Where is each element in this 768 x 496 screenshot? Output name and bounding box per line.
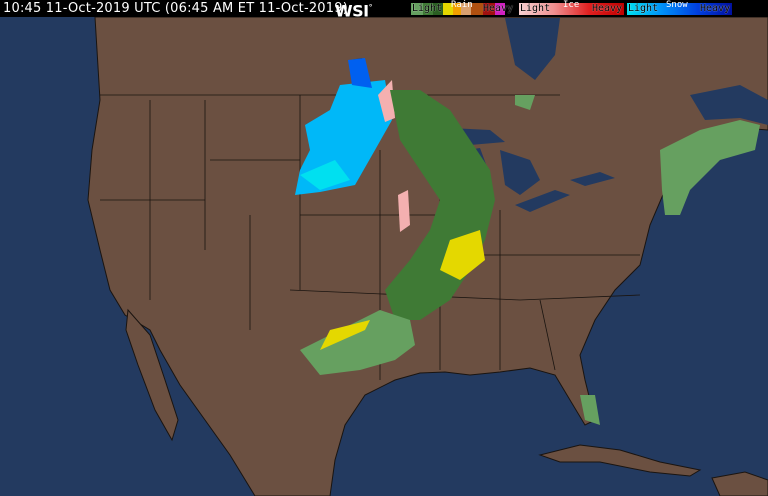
- timestamp: 10:45 11-Oct-2019 UTC (06:45 AM ET 11-Oc…: [3, 1, 348, 16]
- logo-mark: °: [368, 3, 373, 12]
- hispaniola: [711, 471, 768, 496]
- snow-title: Snow: [666, 0, 688, 10]
- wsi-logo: WSI°: [335, 0, 373, 21]
- rain-heavy-label: Heavy: [483, 3, 514, 14]
- legend-rain: [411, 3, 517, 15]
- ice-light-label: Light: [520, 3, 551, 14]
- radar-snow: [295, 58, 392, 195]
- lake-huron: [500, 150, 540, 195]
- gulf-of-st-lawrence: [690, 85, 768, 125]
- header-bar: 10:45 11-Oct-2019 UTC (06:45 AM ET 11-Oc…: [0, 0, 768, 21]
- rain-title: Rain: [451, 0, 473, 10]
- hudson-bay: [505, 18, 560, 80]
- snow-light-label: Light: [628, 3, 659, 14]
- ice-heavy-label: Heavy: [592, 3, 623, 14]
- snow-heavy-label: Heavy: [700, 3, 731, 14]
- lake-erie: [515, 190, 570, 212]
- lake-ontario: [570, 172, 615, 186]
- baja-peninsula: [125, 308, 179, 442]
- legend-snow: [627, 3, 732, 15]
- logo-text: WSI: [335, 1, 369, 21]
- ice-title: Ice: [563, 0, 580, 10]
- cuba: [538, 444, 702, 477]
- radar-rain: [300, 90, 760, 425]
- legend-ice: [519, 3, 624, 15]
- rain-light-label: Light: [412, 3, 443, 14]
